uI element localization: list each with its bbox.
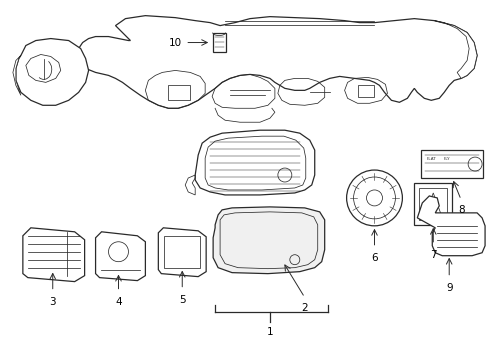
Polygon shape (23, 228, 85, 282)
Polygon shape (96, 232, 146, 280)
Polygon shape (16, 39, 89, 105)
Polygon shape (434, 21, 477, 78)
Text: 2: 2 (301, 302, 308, 312)
Text: 4: 4 (115, 297, 122, 306)
Text: 6: 6 (371, 253, 378, 263)
Text: 5: 5 (179, 294, 186, 305)
Text: 10: 10 (169, 37, 182, 48)
Polygon shape (421, 150, 483, 178)
Circle shape (346, 170, 402, 226)
Polygon shape (417, 196, 485, 256)
Text: FLY: FLY (443, 157, 450, 161)
Text: 8: 8 (458, 205, 465, 215)
Text: 9: 9 (446, 283, 453, 293)
Polygon shape (213, 207, 325, 274)
Text: 1: 1 (267, 327, 273, 337)
Text: 7: 7 (430, 250, 437, 260)
Polygon shape (78, 15, 477, 108)
Polygon shape (158, 228, 206, 276)
Polygon shape (195, 130, 315, 195)
Text: 3: 3 (49, 297, 56, 306)
Polygon shape (213, 32, 226, 53)
Text: FLAT: FLAT (426, 157, 436, 161)
Polygon shape (415, 183, 452, 225)
Polygon shape (13, 55, 21, 95)
